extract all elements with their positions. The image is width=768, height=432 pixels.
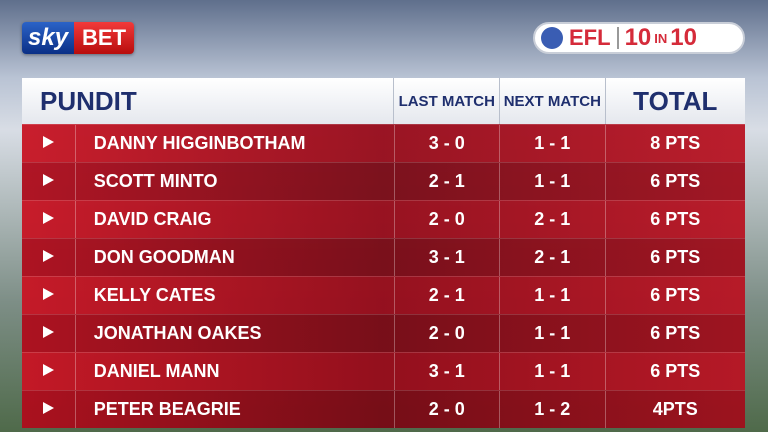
cell: 2 - 1 (499, 239, 605, 276)
cell: 1 - 1 (499, 277, 605, 314)
logo-text: 10 (670, 24, 697, 51)
cell: PETER BEAGRIE (74, 391, 394, 428)
logo-text: BET (74, 22, 135, 54)
arrow-cell (22, 361, 75, 382)
cell: 6 PTS (604, 239, 745, 276)
arrow-cell (22, 133, 75, 154)
cell: 2 - 1 (393, 277, 500, 314)
cell: 1 - 1 (499, 353, 605, 390)
cell: 6 PTS (604, 353, 745, 390)
cell: JONATHAN OAKES (74, 315, 394, 352)
header-cell: PUNDIT (40, 85, 137, 116)
cell: 2 - 0 (393, 391, 500, 428)
header-cell: TOTAL (604, 78, 745, 124)
cell: 6 PTS (604, 163, 745, 200)
play-arrow (43, 212, 55, 224)
logo-text: 10 (624, 24, 652, 51)
cell: 1 - 1 (499, 125, 605, 162)
header-cell: NEXT MATCH (499, 78, 605, 124)
arrow-cell (22, 399, 75, 420)
play-arrow (43, 250, 55, 262)
cell: 1 - 1 (499, 163, 605, 200)
arrow-cell (22, 247, 75, 268)
cell: 2 - 0 (393, 315, 500, 352)
cell: SCOTT MINTO (74, 163, 394, 200)
cell: 6 PTS (604, 315, 745, 352)
cell: 2 - 1 (499, 201, 605, 238)
arrow-cell (22, 285, 75, 306)
cell: 3 - 0 (393, 125, 500, 162)
separator (616, 27, 619, 49)
cell: DANIEL MANN (74, 353, 394, 390)
sky-bet-logo: sky BET (22, 22, 135, 54)
cell: 1 - 2 (499, 391, 605, 428)
cell: 6 PTS (604, 277, 745, 314)
cell: 2 - 1 (393, 163, 500, 200)
play-arrow (43, 136, 55, 148)
cell: 2 - 0 (393, 201, 500, 238)
cell: 3 - 1 (393, 353, 500, 390)
arrow-cell (22, 209, 75, 230)
cell: KELLY CATES (74, 277, 394, 314)
cell: 1 - 1 (499, 315, 605, 352)
efl-logo: EFL 10 IN 10 (533, 22, 745, 54)
logo-text: IN (654, 30, 668, 46)
header-cell: LAST MATCH (393, 78, 499, 124)
play-arrow (43, 364, 55, 376)
play-arrow (43, 402, 55, 414)
cell: DANNY HIGGINBOTHAM (74, 125, 394, 162)
cell: DON GOODMAN (74, 239, 394, 276)
logo-text: sky (22, 22, 75, 54)
header-row: PUNDIT LAST MATCH NEXT MATCH TOTAL (22, 78, 745, 124)
cell: 6 PTS (604, 201, 745, 238)
play-arrow (43, 326, 55, 338)
table: PUNDIT LAST MATCH NEXT MATCH TOTAL DANNY… (22, 78, 745, 428)
logo-icon (541, 27, 563, 49)
play-arrow (43, 288, 55, 300)
cell: 4PTS (604, 391, 745, 428)
cell: DAVID CRAIG (74, 201, 394, 238)
arrow-cell (22, 323, 75, 344)
cell: 8 PTS (604, 125, 745, 162)
play-arrow (43, 174, 55, 186)
logo-text: EFL (569, 25, 611, 50)
cell: 3 - 1 (393, 239, 500, 276)
arrow-cell (22, 171, 75, 192)
